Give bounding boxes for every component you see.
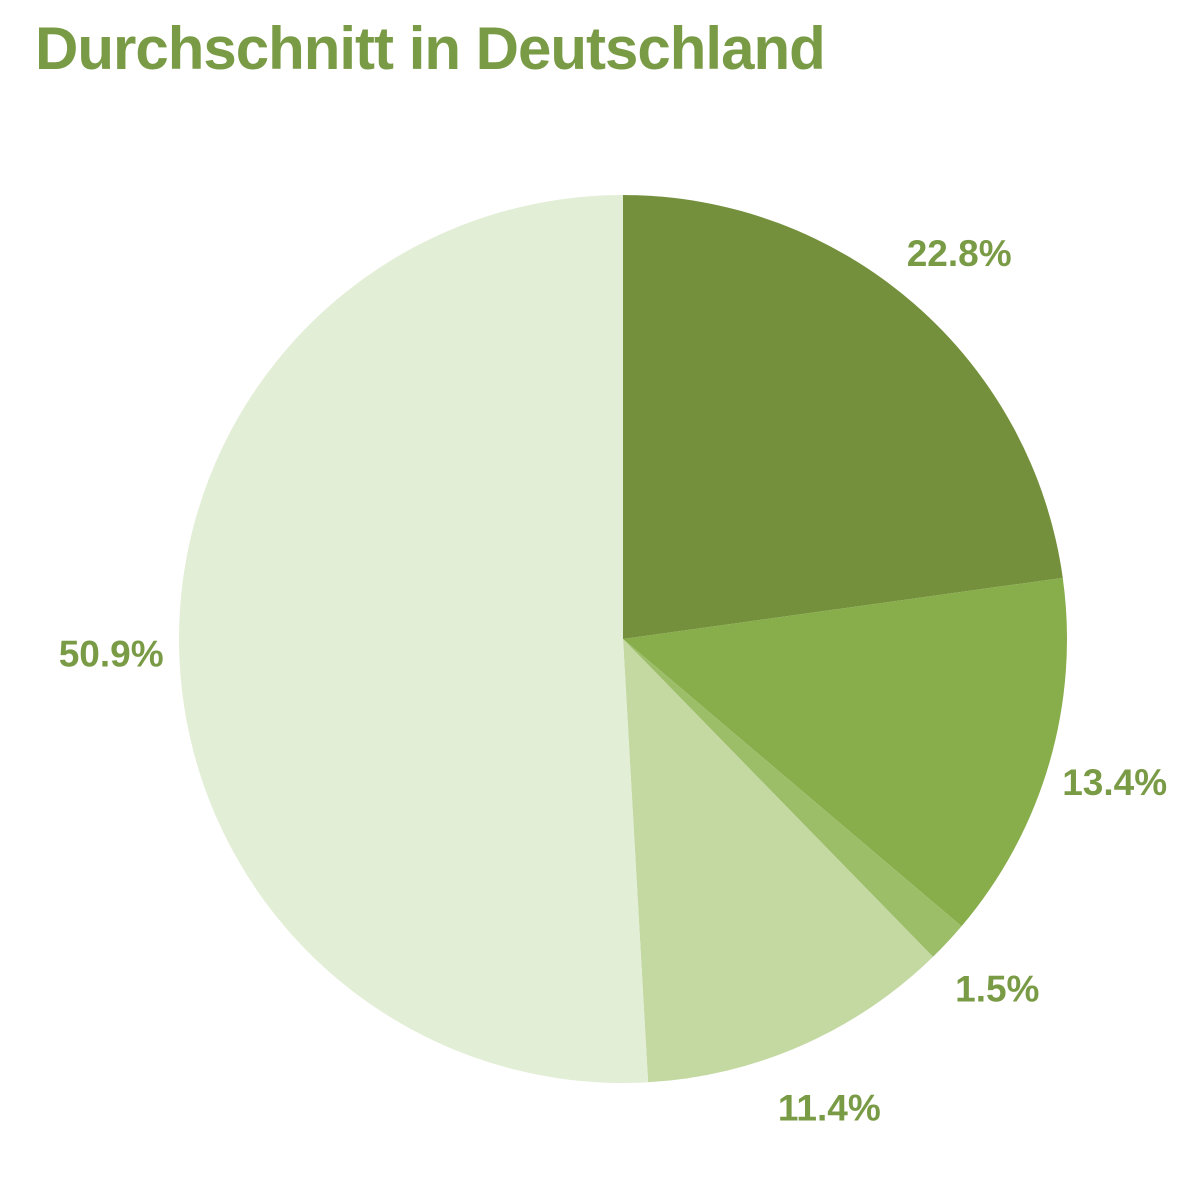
pie-slice-1-5pct (623, 639, 962, 957)
pie-slice-11-4pct (623, 639, 933, 1083)
pie-slice-label-13-4pct: 13.4% (1062, 762, 1167, 803)
pie-slice-22-8pct (623, 195, 1063, 639)
pie-slice-label-50-9pct: 50.9% (59, 633, 164, 674)
pie-slice-50-9pct (178, 194, 649, 1083)
pie-slice-label-11-4pct: 11.4% (778, 1088, 881, 1129)
pie-slice-13-4pct (623, 577, 1067, 927)
chart-title: Durchschnitt in Deutschland (35, 15, 826, 82)
pie-slice-label-1-5pct: 1.5% (955, 968, 1039, 1009)
pie-slice-label-22-8pct: 22.8% (907, 233, 1012, 274)
